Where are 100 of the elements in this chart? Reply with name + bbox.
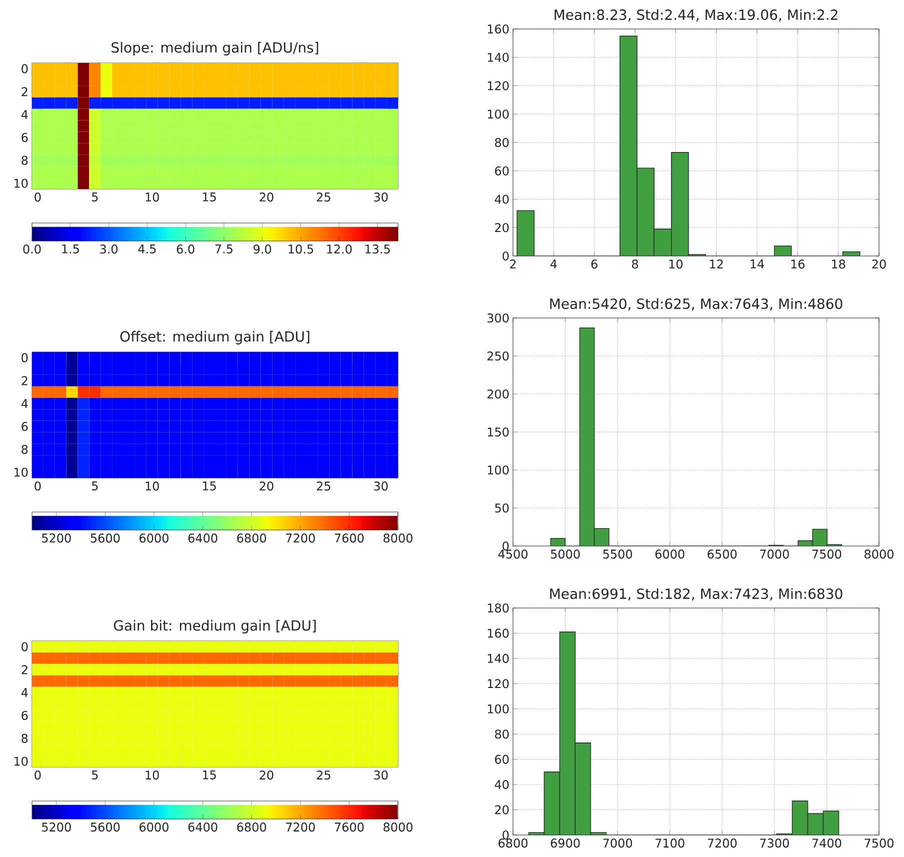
y-tick-label: 0 [502, 830, 509, 840]
color-bar-label: 7.5 [215, 244, 232, 254]
x-tick-label: 30 [374, 770, 388, 780]
y-tick-label: 180 [488, 603, 509, 613]
color-bar-label: 13.5 [365, 244, 390, 254]
color-bar-label: 7600 [334, 822, 364, 832]
color-bar-label: 6800 [237, 822, 266, 832]
y-tick-label: 0 [502, 251, 509, 261]
y-tick-label: 4 [21, 688, 28, 697]
y-tick-label: 20 [495, 805, 509, 814]
y-tick-label: 60 [495, 754, 509, 764]
x-tick-label: 15 [202, 770, 216, 780]
color-bar-label: 6400 [188, 822, 218, 832]
y-tick-label: 50 [495, 503, 509, 513]
color-bar-label: 1.5 [62, 244, 79, 254]
x-tick-label: 7500 [864, 838, 894, 848]
x-tick-label: 7200 [708, 838, 737, 848]
x-tick-label: 10 [669, 260, 683, 269]
y-tick-label: 6 [22, 710, 28, 720]
color-bar-label: 7200 [286, 534, 315, 543]
y-tick-label: 100 [488, 465, 509, 475]
x-tick-label: 30 [374, 482, 388, 491]
y-tick-label: 10 [14, 468, 28, 477]
y-tick-label: 6 [22, 422, 28, 431]
color-bar-label: 5600 [90, 534, 120, 543]
x-tick-label: 25 [316, 482, 330, 491]
y-tick-label: 8 [22, 734, 28, 743]
color-bar-label: 8000 [384, 822, 412, 832]
y-tick-label: 250 [487, 351, 509, 361]
x-tick-label: 6500 [708, 550, 737, 559]
y-tick-label: 6 [22, 132, 28, 142]
x-tick-label: 5 [92, 192, 98, 202]
y-tick-label: 0 [22, 353, 28, 362]
x-tick-label: 6800 [498, 838, 528, 848]
x-tick-label: 15 [202, 482, 216, 490]
x-tick-label: 8 [632, 260, 638, 269]
x-tick-label: 8000 [864, 550, 894, 559]
x-tick-label: 5 [92, 482, 98, 490]
x-tick-label: 16 [791, 260, 805, 269]
x-tick-label: 7100 [656, 838, 684, 848]
x-tick-label: 25 [316, 770, 330, 780]
x-tick-label: 7400 [812, 838, 842, 848]
x-tick-label: 6900 [550, 838, 580, 848]
y-tick-label: 4 [21, 110, 28, 119]
x-tick-label: 0 [34, 192, 41, 202]
y-tick-label: 120 [488, 81, 509, 90]
color-bar-label: 7600 [334, 534, 364, 543]
color-bar-label: 5200 [42, 534, 71, 543]
color-bar-label: 5200 [42, 822, 71, 832]
x-tick-label: 4 [550, 260, 557, 268]
color-bar-label: 6.0 [176, 244, 194, 254]
x-tick-label: 20 [260, 482, 274, 491]
color-bar-label: 7200 [286, 822, 315, 832]
y-tick-label: 0 [502, 541, 509, 551]
y-tick-label: 160 [488, 24, 509, 34]
chart-title: Mean:6991, Std:182, Max:7423, Min:6830 [550, 588, 842, 600]
x-tick-label: 5 [92, 770, 98, 780]
y-tick-label: 150 [488, 427, 509, 437]
y-tick-label: 60 [495, 166, 509, 176]
y-tick-label: 8 [22, 156, 28, 165]
color-bar-label: 3.0 [100, 244, 118, 254]
x-tick-label: 20 [872, 260, 886, 269]
y-tick-label: 8 [22, 444, 28, 454]
y-tick-label: 2 [22, 376, 28, 386]
x-tick-label: 7000 [603, 838, 632, 848]
x-tick-label: 14 [750, 260, 764, 268]
x-tick-label: 0 [34, 482, 41, 491]
chart-title: Mean:8.23, Std:2.44, Max:19.06, Min:2.2 [554, 9, 838, 22]
y-tick-label: 10 [14, 756, 28, 766]
x-tick-label: 18 [832, 260, 846, 269]
x-tick-label: 7300 [760, 838, 789, 848]
x-tick-label: 0 [34, 770, 41, 780]
color-bar-label: 6400 [188, 534, 218, 543]
y-tick-label: 2 [22, 87, 28, 96]
x-tick-label: 5000 [550, 550, 580, 559]
x-tick-label: 10 [146, 482, 159, 491]
x-tick-label: 30 [374, 192, 388, 202]
y-tick-label: 200 [487, 389, 509, 399]
y-tick-label: 0 [22, 64, 28, 74]
x-tick-label: 20 [260, 770, 274, 780]
x-tick-label: 20 [260, 192, 274, 202]
y-tick-label: 100 [488, 110, 509, 119]
y-tick-label: 80 [495, 730, 509, 739]
y-tick-label: 100 [488, 704, 509, 714]
y-tick-label: 2 [22, 665, 28, 674]
x-tick-label: 10 [146, 770, 159, 780]
chart-title: Offset: medium gain [ADU] [120, 330, 310, 344]
chart-title: Slope: medium gain [ADU/ns] [112, 42, 318, 56]
y-tick-label: 140 [488, 654, 509, 663]
chart-title: Gain bit: medium gain [ADU] [114, 620, 316, 634]
x-tick-label: 5500 [603, 550, 632, 559]
y-tick-label: 4 [21, 399, 28, 408]
x-tick-label: 25 [316, 192, 330, 202]
color-bar-label: 4.5 [138, 244, 156, 254]
y-tick-label: 80 [495, 138, 509, 148]
y-tick-label: 0 [22, 642, 28, 652]
x-tick-label: 7000 [760, 550, 789, 559]
y-tick-label: 120 [488, 679, 509, 688]
color-bar-label: 0.0 [23, 244, 41, 254]
x-tick-label: 7500 [812, 550, 842, 559]
